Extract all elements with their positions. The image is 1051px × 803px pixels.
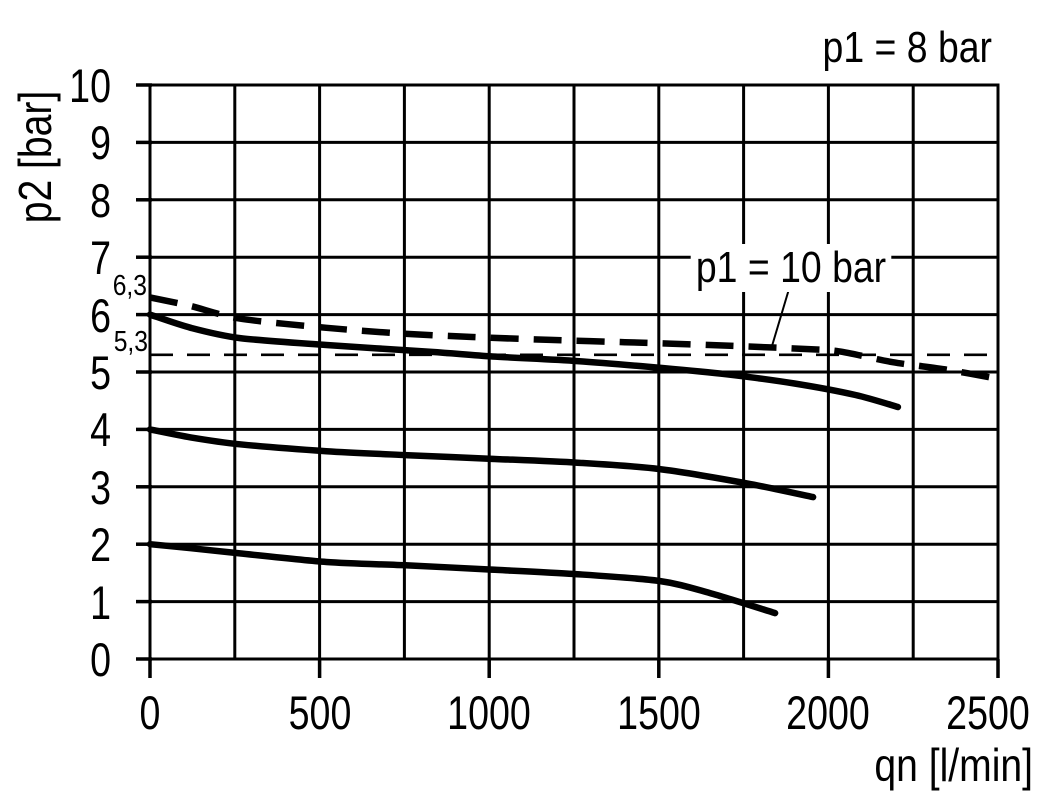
x-axis-title: qn [l/min] (874, 739, 1033, 791)
y-tick-label-1: 1 (90, 575, 111, 629)
y-tick-label-10: 10 (69, 59, 111, 112)
x-tick-label-1000: 1000 (447, 686, 532, 739)
x-tick-label-2000: 2000 (786, 686, 871, 739)
series-curve-set-4bar (146, 426, 817, 501)
annotation-6-3: 6,3 (112, 270, 147, 302)
x-tick-label-2500: 2500 (946, 686, 1030, 739)
y-tick-label-6: 6 (90, 288, 111, 342)
x-tick-label-1500: 1500 (616, 686, 701, 739)
series-curve-p1-10bar (149, 294, 999, 383)
y-tick-label-9: 9 (90, 116, 111, 170)
y-tick-label-8: 8 (90, 173, 111, 227)
series-curve-set-2bar (146, 540, 779, 617)
y-tick-label-3: 3 (90, 460, 111, 514)
annotation-leader-line (771, 288, 790, 347)
annotation-p1-10bar: p1 = 10 bar (690, 244, 892, 292)
y-tick-label-7: 7 (90, 231, 111, 285)
y-tick-label-5: 5 (90, 346, 111, 399)
y-tick-label-4: 4 (90, 403, 111, 457)
annotation-p1-8bar: p1 = 8 bar (822, 23, 992, 72)
series-curve-p1-8bar (146, 311, 902, 411)
x-tick-label-0: 0 (139, 686, 161, 739)
axis-tick-marks (136, 83, 1000, 678)
annotation-5-3: 5,3 (113, 326, 148, 358)
y-tick-label-0: 0 (90, 633, 111, 686)
grid-lines (148, 83, 1000, 661)
x-tick-label-500: 500 (288, 686, 351, 739)
y-tick-label-2: 2 (90, 518, 111, 572)
